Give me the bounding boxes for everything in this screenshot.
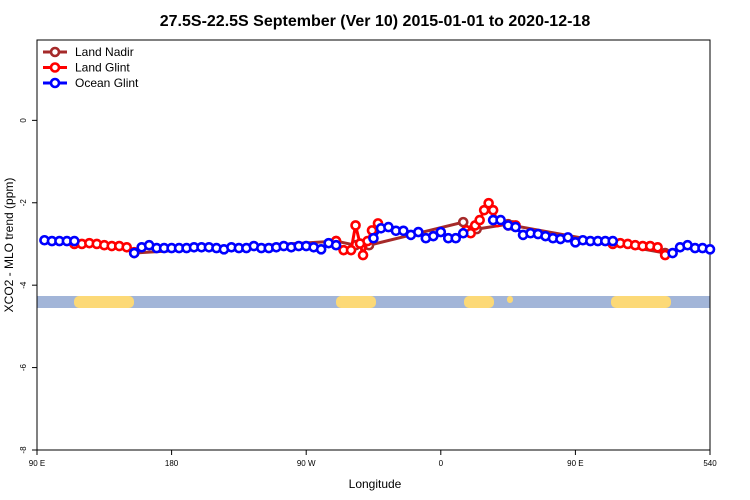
data-point (457, 227, 469, 239)
data-point (368, 232, 379, 244)
data-point (704, 244, 716, 255)
x-tick-label: 0 (439, 459, 444, 468)
x-axis-label: Longitude (349, 477, 402, 491)
land-mask (37, 296, 710, 308)
data-point (457, 216, 469, 228)
y-tick-label: -4 (19, 281, 28, 289)
data-point (667, 247, 678, 259)
data-point (398, 225, 409, 237)
data-point (435, 226, 447, 238)
x-tick-label: 90 E (29, 459, 45, 468)
land-patch (507, 296, 513, 303)
x-tick-label: 90 W (297, 459, 316, 468)
data-point (607, 235, 619, 247)
data-point (450, 232, 462, 244)
y-tick-label: 0 (19, 118, 28, 123)
data-point (413, 226, 424, 238)
data-point (128, 247, 140, 259)
legend-marker (49, 77, 61, 89)
data-point (345, 244, 357, 256)
land-patch (74, 296, 134, 308)
legend-marker (49, 46, 61, 58)
data-point (69, 235, 80, 247)
x-tick-label: 90 E (567, 459, 583, 468)
data-point (487, 204, 499, 216)
data-point (483, 197, 494, 209)
data-point (562, 232, 574, 243)
data-point (495, 214, 506, 226)
data-point (350, 220, 361, 231)
x-tick-label: 180 (165, 459, 179, 468)
land-patch (611, 296, 671, 308)
data-point (474, 214, 485, 226)
data-point (510, 221, 521, 233)
x-tick-label: 540 (703, 459, 717, 468)
legend-label: Ocean Glint (75, 76, 139, 90)
chart-title: 27.5S-22.5S September (Ver 10) 2015-01-0… (160, 13, 591, 30)
land-patch (464, 296, 494, 308)
data-point (428, 230, 439, 242)
data-point (357, 249, 369, 261)
y-tick-label: -6 (19, 363, 28, 371)
data-point (652, 241, 663, 253)
y-tick-label: -8 (19, 446, 28, 454)
land-patch (336, 296, 376, 308)
y-axis-label: XCO2 - MLO trend (ppm) (2, 178, 16, 313)
data-point (121, 241, 133, 253)
data-point (330, 239, 342, 251)
legend-marker (49, 62, 61, 73)
y-tick-label: -2 (19, 199, 28, 207)
data-point (315, 244, 327, 255)
legend-label: Land Glint (75, 61, 130, 75)
legend-label: Land Nadir (75, 45, 134, 59)
